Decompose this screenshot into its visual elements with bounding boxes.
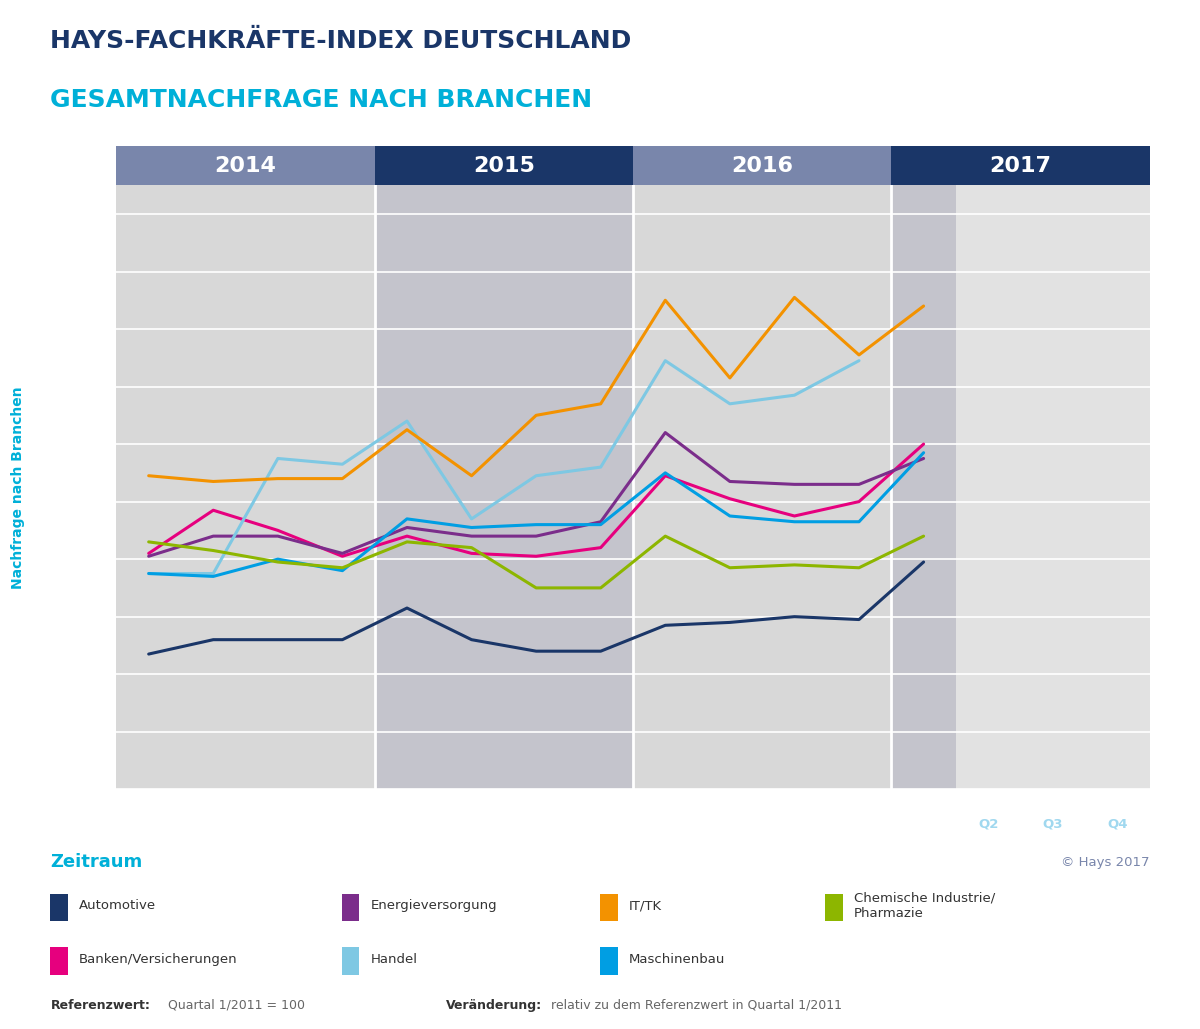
Text: Maschinenbau: Maschinenbau <box>629 953 725 966</box>
Text: Energieversorgung: Energieversorgung <box>371 899 497 913</box>
Text: HAYS-FACHKRÄFTE-INDEX DEUTSCHLAND: HAYS-FACHKRÄFTE-INDEX DEUTSCHLAND <box>50 29 631 52</box>
Text: 80: 80 <box>88 552 108 567</box>
Bar <box>634 185 892 789</box>
Text: Q1: Q1 <box>913 817 934 830</box>
Bar <box>342 948 359 975</box>
Text: 2017: 2017 <box>990 155 1051 176</box>
Text: 100: 100 <box>77 494 108 509</box>
Text: 160: 160 <box>77 321 108 336</box>
Text: 20: 20 <box>88 724 108 739</box>
Text: relativ zu dem Referenzwert in Quartal 1/2011: relativ zu dem Referenzwert in Quartal 1… <box>551 999 841 1012</box>
Text: 2016: 2016 <box>731 155 793 176</box>
Text: 0: 0 <box>98 782 108 796</box>
Bar <box>600 893 618 922</box>
Text: Q4: Q4 <box>590 817 611 830</box>
Text: © Hays 2017: © Hays 2017 <box>1061 856 1150 868</box>
Text: Q4: Q4 <box>332 817 353 830</box>
Text: IT/TK: IT/TK <box>629 899 661 913</box>
Text: Q2: Q2 <box>461 817 481 830</box>
Text: Referenzwert:: Referenzwert: <box>50 999 150 1012</box>
Text: Q2: Q2 <box>720 817 740 830</box>
Bar <box>116 185 374 789</box>
Text: 180: 180 <box>77 264 108 279</box>
Text: Nachfrage nach Branchen: Nachfrage nach Branchen <box>11 386 25 589</box>
Text: Q1: Q1 <box>397 817 418 830</box>
Text: Q4: Q4 <box>1108 817 1128 830</box>
Text: Q4: Q4 <box>848 817 869 830</box>
Text: Q3: Q3 <box>268 817 288 830</box>
Text: 2015: 2015 <box>473 155 535 176</box>
Bar <box>342 893 359 922</box>
Text: Q3: Q3 <box>526 817 546 830</box>
Text: Handel: Handel <box>371 953 418 966</box>
Text: Q3: Q3 <box>784 817 805 830</box>
Text: 120: 120 <box>77 436 108 452</box>
Bar <box>826 893 842 922</box>
Bar <box>892 146 1150 185</box>
Text: Q3: Q3 <box>1043 817 1063 830</box>
Bar <box>50 948 68 975</box>
Text: 60: 60 <box>88 609 108 625</box>
Bar <box>50 893 68 922</box>
Bar <box>374 185 634 789</box>
Bar <box>892 185 956 789</box>
Text: Q2: Q2 <box>203 817 223 830</box>
Text: Q1: Q1 <box>138 817 158 830</box>
Bar <box>956 185 1150 789</box>
Bar <box>600 948 618 975</box>
Text: 200: 200 <box>77 207 108 221</box>
Text: Q2: Q2 <box>978 817 998 830</box>
Text: Quartal 1/2011 = 100: Quartal 1/2011 = 100 <box>168 999 305 1012</box>
Bar <box>374 146 634 185</box>
Text: Chemische Industrie/
Pharmazie: Chemische Industrie/ Pharmazie <box>854 892 995 920</box>
Text: Q1: Q1 <box>655 817 676 830</box>
Text: Zeitraum: Zeitraum <box>50 853 143 872</box>
Text: 2014: 2014 <box>215 155 276 176</box>
Text: 40: 40 <box>88 667 108 681</box>
Bar <box>634 146 892 185</box>
Text: Veränderung:: Veränderung: <box>446 999 542 1012</box>
Text: Banken/Versicherungen: Banken/Versicherungen <box>79 953 238 966</box>
Text: GESAMTNACHFRAGE NACH BRANCHEN: GESAMTNACHFRAGE NACH BRANCHEN <box>50 87 593 112</box>
Text: Automotive: Automotive <box>79 899 156 913</box>
Text: 140: 140 <box>77 379 108 394</box>
Bar <box>116 146 374 185</box>
